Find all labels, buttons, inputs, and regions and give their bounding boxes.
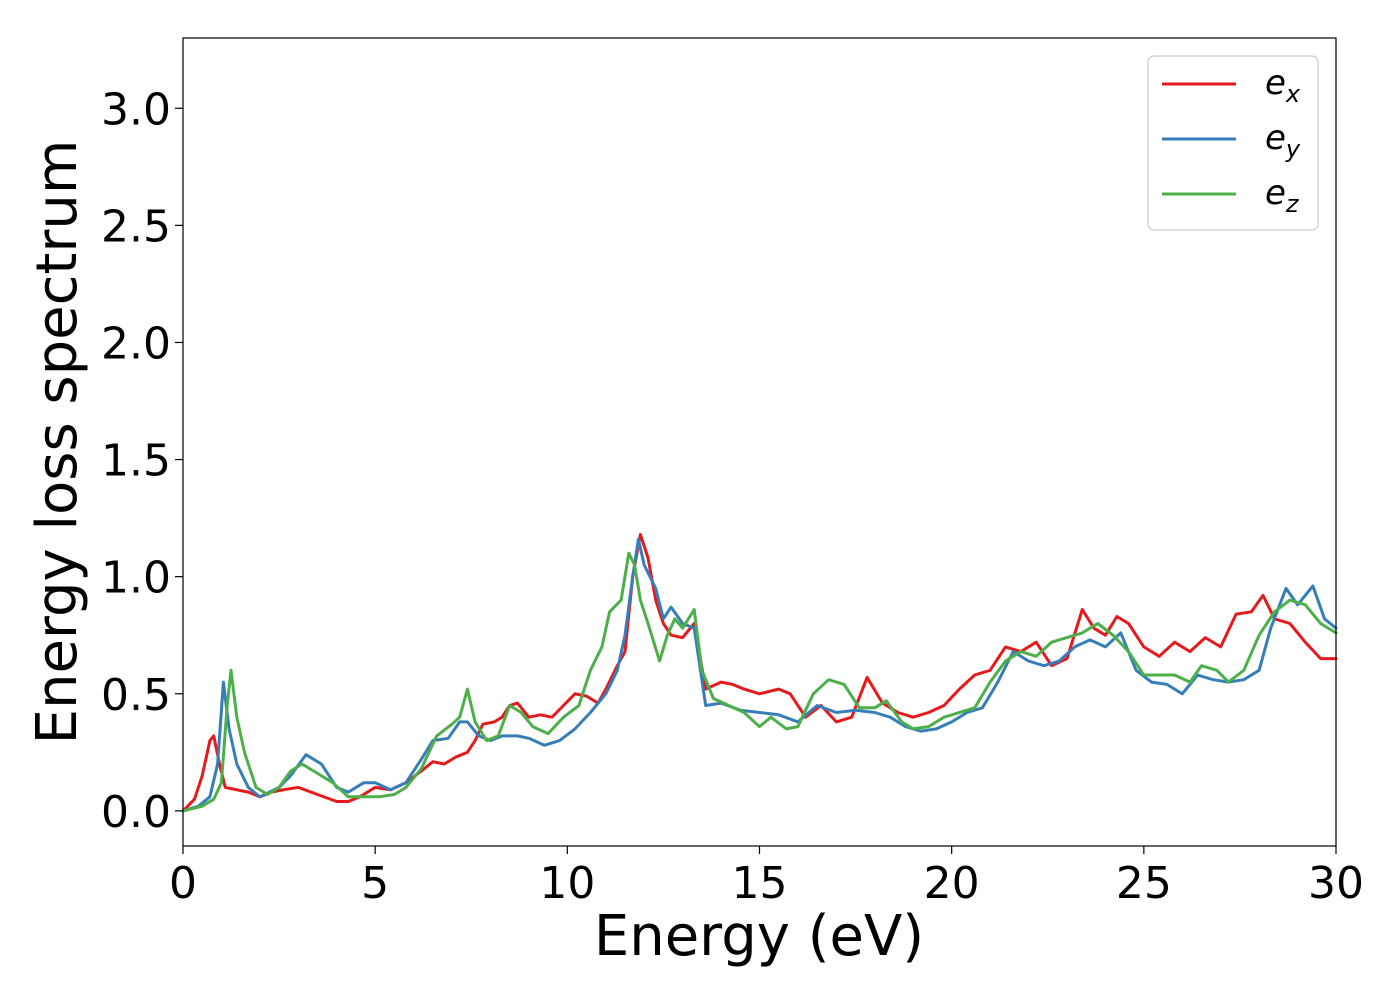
y-axis: 0.0 0.5 1.0 1.5 2.0 2.5 3.0 xyxy=(101,84,183,838)
y-tick-label: 2.5 xyxy=(101,201,171,252)
x-tick-label: 20 xyxy=(924,858,980,909)
y-tick-label: 3.0 xyxy=(101,84,171,135)
y-tick-label: 1.0 xyxy=(101,553,171,604)
x-axis-title: Energy (eV) xyxy=(594,904,924,969)
series-line-z xyxy=(181,551,1338,813)
legend: ex ey ez xyxy=(1147,55,1319,231)
y-tick-label: 0.5 xyxy=(101,670,171,721)
x-tick-label: 10 xyxy=(539,858,595,909)
y-tick-label: 1.5 xyxy=(101,436,171,487)
x-tick-label: 25 xyxy=(1116,858,1172,909)
x-tick-label: 5 xyxy=(361,858,389,909)
series-line-y xyxy=(181,537,1338,813)
series-line-x xyxy=(181,533,1338,813)
x-tick-label: 15 xyxy=(732,858,788,909)
legend-label-x: ex xyxy=(1265,63,1301,108)
series-layer xyxy=(181,533,1338,813)
y-axis-title: Energy loss spectrum xyxy=(25,140,90,745)
x-axis: 0 5 10 15 20 25 30 xyxy=(169,846,1364,909)
y-tick-label: 0.0 xyxy=(101,787,171,838)
y-tick-label: 2.0 xyxy=(101,318,171,369)
x-tick-label: 30 xyxy=(1308,858,1364,909)
legend-label-y: ey xyxy=(1265,118,1301,163)
legend-label-z: ez xyxy=(1265,173,1300,218)
x-tick-label: 0 xyxy=(169,858,197,909)
legend-box xyxy=(1147,55,1319,231)
